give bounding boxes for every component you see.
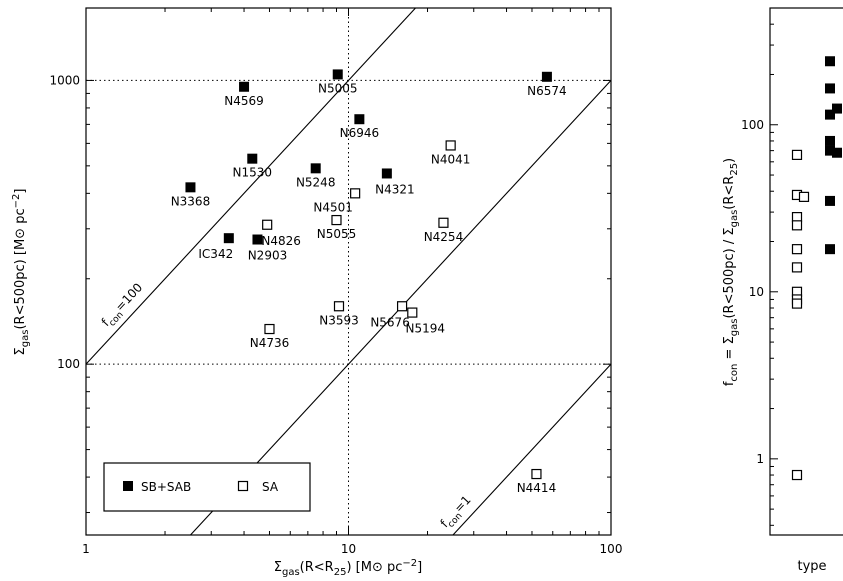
fcon-point-sb-sab	[825, 109, 835, 120]
point-n5248	[310, 163, 321, 174]
point-label-ic342: IC342	[198, 247, 233, 261]
fcon-point-sa	[791, 149, 803, 161]
fcon-point-sa	[798, 191, 810, 202]
fcon-point-sb-sab	[832, 147, 842, 158]
y-axis-label: Σgas(R<500pc) [M⊙ pc−2]	[11, 189, 31, 356]
point-label-n4254: N4254	[424, 230, 464, 244]
point-label-n4414: N4414	[517, 481, 557, 495]
point-label-n5248: N5248	[296, 175, 336, 189]
point-label-n6946: N6946	[340, 126, 380, 140]
point-n4826	[262, 219, 273, 230]
fcon-point-sa	[791, 298, 803, 309]
legend-marker-filled	[123, 481, 133, 491]
point-label-n5055: N5055	[317, 227, 357, 241]
point-label-n5005: N5005	[318, 81, 358, 95]
legend-label-sb-sab: SB+SAB	[141, 480, 191, 494]
point-ic342	[223, 233, 234, 244]
point-n4254	[438, 217, 449, 228]
reference-line-fcon-1	[452, 363, 612, 536]
fcon-y-tick-label: 10	[749, 285, 764, 299]
fcon-plot-frame	[769, 7, 843, 536]
point-n4501	[350, 188, 361, 199]
fcon-point-sb-sab	[825, 83, 835, 94]
point-label-n5194: N5194	[406, 322, 446, 336]
y-tick-label: 1000	[49, 73, 80, 87]
fcon-by-type-plot: 1 10 100 type fcon = Σgas(R<500pc) / Σgas(…	[722, 7, 843, 574]
y-tick-label: 100	[57, 357, 80, 371]
point-label-n2903: N2903	[248, 249, 288, 263]
x-tick-label: 10	[341, 542, 356, 556]
point-n4414	[531, 468, 542, 480]
fcon-point-sb-sab	[825, 56, 835, 67]
x-tick-label: 1	[82, 542, 90, 556]
x-tick-label: 100	[600, 542, 623, 556]
fcon-point-sa	[791, 220, 803, 231]
legend-label-sa: SA	[262, 480, 279, 494]
point-label-n1530: N1530	[233, 166, 273, 180]
point-n2903	[252, 234, 263, 245]
point-label-n4041: N4041	[431, 152, 471, 166]
legend-marker-open	[237, 480, 249, 492]
point-label-n6574: N6574	[527, 84, 567, 98]
fcon-point-sb-sab	[825, 195, 835, 206]
reference-line-label: fcon=1	[438, 493, 477, 533]
fcon-point-sb-sab	[825, 244, 835, 255]
axis-ticks: 1 10 100 100 1000	[49, 8, 622, 556]
point-n5055	[331, 214, 342, 226]
point-label-n5676: N5676	[370, 315, 410, 329]
fcon-x-axis-label: type	[797, 559, 826, 574]
point-n5005	[332, 69, 343, 80]
point-label-n4501: N4501	[313, 200, 353, 214]
reference-line-fcon-100	[85, 7, 416, 365]
fcon-y-tick-label: 100	[741, 118, 764, 132]
data-points: N4569 N5005 N6574 N6946 N1530 N5248 N4321 N3368…	[171, 69, 567, 495]
legend-box	[103, 462, 311, 512]
fcon-point-sb-sab	[825, 145, 835, 156]
point-label-n4569: N4569	[224, 94, 264, 108]
fcon-point-sa	[791, 244, 803, 255]
point-n3593	[333, 301, 345, 312]
point-n5194	[407, 307, 418, 318]
point-label-n3368: N3368	[171, 194, 211, 208]
point-n3368	[185, 182, 196, 193]
fcon-point-sa	[791, 469, 803, 481]
point-n4569	[239, 81, 250, 92]
x-axis-label: Σgas(R<R25) [M⊙ pc−2]	[274, 558, 422, 578]
fcon-data-points	[791, 56, 842, 481]
point-label-n4736: N4736	[250, 336, 290, 350]
point-label-n3593: N3593	[319, 313, 359, 327]
point-label-n4826: N4826	[261, 234, 301, 248]
point-n4041	[445, 140, 456, 151]
point-label-n4321: N4321	[375, 182, 415, 196]
point-n5676	[396, 301, 408, 312]
fcon-point-sb-sab	[825, 135, 835, 146]
fcon-point-sb-sab	[832, 103, 842, 114]
fcon-y-axis-label: fcon = Σgas(R<500pc) / Σgas(R<R25)	[722, 158, 740, 386]
point-n1530	[247, 153, 258, 164]
legend: SB+SAB SA	[103, 462, 311, 512]
point-n4736	[264, 323, 275, 335]
point-n6946	[354, 114, 365, 125]
fcon-point-sa	[791, 262, 803, 273]
point-n4321	[381, 168, 392, 179]
fcon-y-tick-label: 1	[756, 452, 764, 466]
fcon-axis-ticks: 1 10 100	[741, 7, 778, 526]
point-n6574	[541, 71, 552, 82]
